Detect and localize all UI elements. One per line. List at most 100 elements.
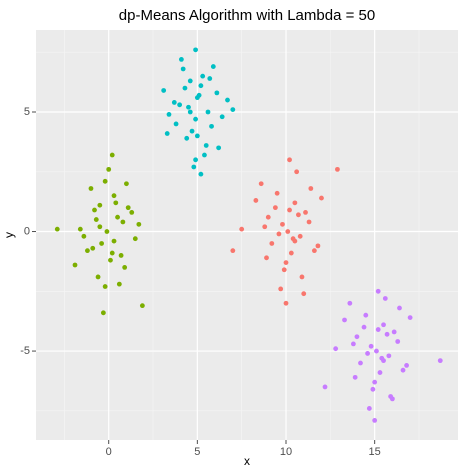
point	[191, 164, 197, 170]
point	[193, 157, 198, 163]
point	[205, 109, 211, 115]
y-tick-label: 0	[24, 225, 30, 237]
point	[386, 353, 392, 359]
point	[186, 104, 191, 110]
point	[264, 255, 269, 261]
point	[173, 121, 179, 127]
point	[125, 205, 131, 211]
point	[230, 248, 236, 254]
point	[225, 97, 230, 103]
point	[102, 284, 108, 289]
point	[333, 346, 339, 352]
point	[283, 260, 289, 266]
point	[187, 109, 193, 115]
point	[377, 370, 383, 375]
point	[283, 300, 289, 306]
point	[109, 152, 115, 158]
point	[102, 178, 108, 184]
point	[262, 224, 268, 230]
point	[210, 64, 216, 69]
point	[198, 83, 204, 89]
point	[437, 358, 443, 364]
point	[124, 181, 129, 187]
point	[120, 219, 126, 225]
point	[166, 111, 172, 117]
point	[294, 169, 300, 175]
point	[368, 343, 374, 349]
point	[280, 221, 285, 227]
point	[292, 200, 298, 206]
point	[97, 202, 103, 208]
point	[193, 116, 198, 122]
point	[361, 324, 367, 330]
point	[296, 212, 301, 218]
x-tick-label: 10	[280, 446, 292, 458]
point	[118, 253, 124, 258]
point	[180, 66, 186, 72]
point	[281, 267, 287, 273]
point	[113, 200, 119, 206]
point	[397, 305, 402, 311]
point	[276, 231, 282, 237]
point	[269, 241, 275, 246]
point	[115, 214, 120, 220]
point	[239, 226, 245, 232]
point	[322, 384, 328, 390]
point	[97, 224, 103, 230]
point	[194, 133, 200, 139]
point	[139, 303, 145, 309]
point	[381, 322, 386, 328]
point	[129, 210, 135, 215]
point	[315, 243, 321, 249]
x-tick-label: 15	[369, 446, 381, 458]
point	[347, 300, 353, 306]
point	[164, 131, 170, 136]
point	[100, 310, 106, 316]
point	[400, 367, 406, 373]
panel	[36, 30, 458, 440]
point	[407, 315, 413, 320]
point	[287, 157, 292, 163]
point	[278, 286, 284, 292]
point	[72, 262, 78, 268]
point	[299, 274, 305, 280]
point	[274, 190, 280, 196]
point	[178, 57, 184, 62]
point	[375, 288, 381, 294]
point	[81, 233, 87, 239]
x-axis-label: x	[244, 454, 250, 468]
point	[366, 406, 372, 411]
point	[182, 85, 188, 91]
point	[350, 341, 356, 347]
point	[207, 76, 213, 81]
point	[219, 114, 225, 120]
point	[214, 90, 220, 96]
point	[193, 47, 198, 53]
point	[365, 351, 370, 356]
point	[111, 238, 117, 244]
point	[391, 329, 397, 335]
point	[108, 257, 113, 263]
point	[285, 229, 291, 234]
point	[85, 248, 90, 254]
point	[161, 88, 167, 93]
point	[292, 238, 298, 244]
x-tick-label: 0	[106, 446, 112, 458]
point	[88, 186, 94, 191]
point	[382, 296, 388, 301]
point	[375, 327, 381, 332]
point	[230, 107, 236, 113]
point	[319, 195, 324, 201]
y-tick-label: -5	[20, 345, 30, 357]
point	[384, 331, 390, 337]
point	[93, 217, 99, 222]
point	[136, 221, 142, 227]
point	[404, 363, 409, 368]
point	[209, 123, 214, 129]
point	[203, 143, 209, 148]
point	[303, 210, 308, 215]
point	[297, 233, 303, 239]
point	[308, 186, 314, 191]
point	[363, 312, 369, 318]
